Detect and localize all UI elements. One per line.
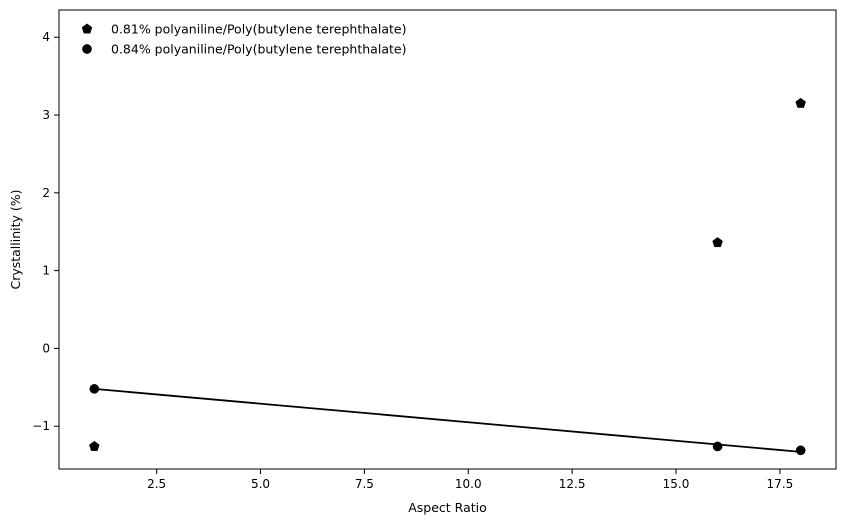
x-tick-label: 5.0 — [251, 477, 270, 491]
x-tick-label: 2.5 — [147, 477, 166, 491]
circle-data-point — [712, 441, 723, 452]
x-tick-label: 7.5 — [355, 477, 374, 491]
y-tick-label: 2 — [42, 186, 50, 200]
legend: 0.81% polyaniline/Poly(butylene terephth… — [81, 22, 406, 57]
x-axis-title: Aspect Ratio — [408, 500, 487, 515]
x-tick-label: 17.5 — [767, 477, 794, 491]
fit-lines — [94, 387, 801, 453]
y-axis-title: Crystallinity (%) — [8, 189, 23, 289]
y-tick-label: 4 — [42, 30, 50, 44]
x-tick-label: 12.5 — [559, 477, 586, 491]
data-points — [89, 97, 806, 456]
circle-data-point — [795, 445, 806, 456]
y-tick-label: −1 — [32, 419, 50, 433]
circle-data-point — [89, 384, 100, 394]
x-tick-label: 10.0 — [455, 477, 482, 491]
pentagon-data-point — [712, 237, 723, 248]
y-tick-label: 3 — [42, 108, 50, 122]
trend-line — [94, 387, 801, 453]
legend-circle-marker — [82, 44, 92, 54]
plot-area-frame — [58, 9, 837, 470]
legend-label: 0.84% polyaniline/Poly(butylene terephth… — [111, 42, 406, 57]
x-tick-label: 15.0 — [663, 477, 690, 491]
legend-pentagon-marker — [81, 23, 93, 34]
pentagon-data-point — [89, 440, 100, 451]
y-tick-label: 1 — [42, 264, 50, 278]
pentagon-data-point — [795, 97, 806, 108]
legend-label: 0.81% polyaniline/Poly(butylene terephth… — [111, 22, 406, 37]
x-axis: 2.5 5.0 7.5 10.0 12.5 15.0 17.5 — [147, 469, 793, 491]
y-axis: −1 0 1 2 3 4 — [32, 30, 59, 433]
y-tick-label: 0 — [42, 341, 50, 355]
